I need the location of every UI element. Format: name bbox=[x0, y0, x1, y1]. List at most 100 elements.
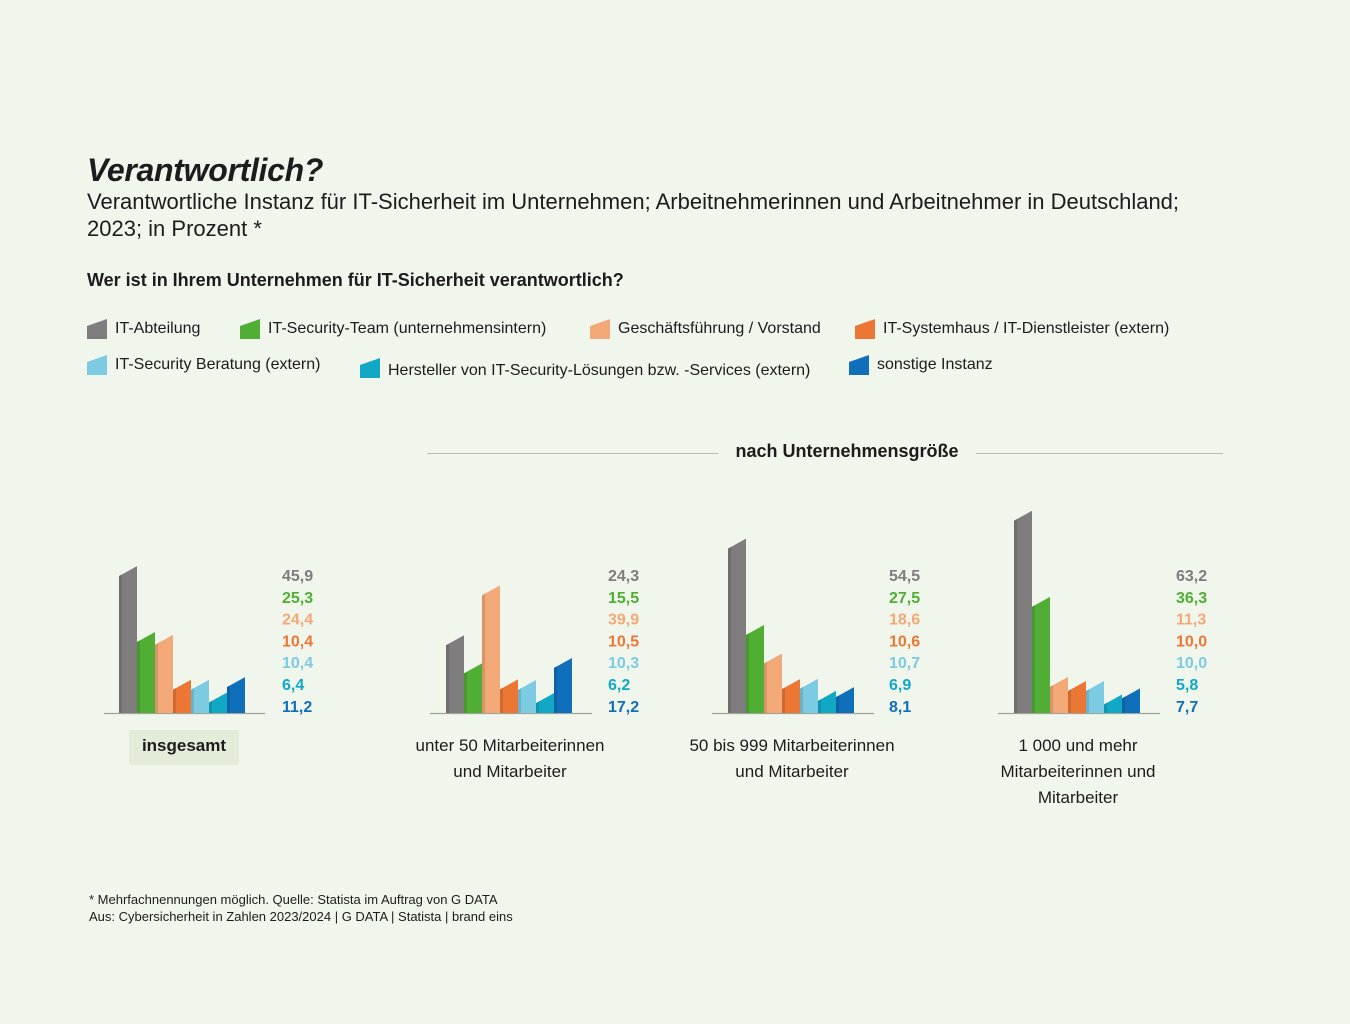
bar-it-abteilung-0 bbox=[119, 566, 137, 713]
bar-shading bbox=[536, 701, 539, 713]
data-label-sonstige-instanz-1: 17,2 bbox=[608, 699, 639, 716]
legend-item-it-security-team: IT-Security-Team (unternehmensintern) bbox=[240, 319, 546, 339]
legend-label: IT-Abteilung bbox=[115, 320, 201, 337]
data-label-it-security-beratung-extern-0: 10,4 bbox=[282, 655, 313, 672]
bar-shading bbox=[482, 593, 485, 713]
bar-shading bbox=[554, 666, 557, 713]
bar-shading bbox=[446, 643, 449, 713]
group-divider-right bbox=[976, 453, 1223, 454]
legend-item-geschaeftsfuehrung: Geschäftsführung / Vorstand bbox=[590, 319, 821, 339]
footnote-source: * Mehrfachnennungen möglich. Quelle: Sta… bbox=[89, 892, 498, 907]
bar-it-security-beratung-extern-0 bbox=[191, 679, 209, 713]
bar-gesch-ftsf-hrung-vorstand-0 bbox=[155, 634, 173, 713]
bar-it-security-team-unternehmensintern-0 bbox=[137, 632, 155, 713]
chart-subtitle: Verantwortliche Instanz für IT-Sicherhei… bbox=[87, 189, 1180, 241]
data-label-sonstige-instanz-0: 11,2 bbox=[282, 699, 312, 716]
bar-shading bbox=[173, 688, 176, 713]
bar-it-abteilung-2 bbox=[728, 538, 746, 713]
bar-it-abteilung-1 bbox=[446, 635, 464, 713]
bar-shading bbox=[1050, 685, 1053, 713]
legend-swatch bbox=[849, 355, 869, 375]
data-label-sonstige-instanz-2: 8,1 bbox=[889, 699, 911, 716]
legend-label: IT-Security Beratung (extern) bbox=[115, 356, 321, 373]
bar-it-security-beratung-extern-3 bbox=[1086, 681, 1104, 713]
data-label-it-systemhaus-it-dienstleister-extern-2: 10,6 bbox=[889, 633, 920, 650]
data-label-it-security-team-unternehmensintern-0: 25,3 bbox=[282, 590, 313, 607]
bar-hersteller-von-it-security-l-sungen-bzw-services-extern-0 bbox=[209, 692, 227, 713]
bar-hersteller-von-it-security-l-sungen-bzw-services-extern-1 bbox=[536, 693, 554, 713]
footnote: * Mehrfachnennungen möglich. Quelle: Sta… bbox=[89, 891, 513, 925]
data-label-it-systemhaus-it-dienstleister-extern-3: 10,0 bbox=[1176, 633, 1207, 650]
bar-shading bbox=[800, 687, 803, 713]
category-label-unter-50: unter 50 Mitarbeiterinnen und Mitarbeite… bbox=[415, 736, 605, 781]
category-label-insgesamt: insgesamt bbox=[74, 730, 294, 765]
legend-item-it-abteilung: IT-Abteilung bbox=[87, 319, 200, 339]
category-label-1000-und-mehr: 1 000 und mehr Mitarbeiterinnen und Mita… bbox=[1000, 736, 1156, 807]
legend-item-it-security-beratung: IT-Security Beratung (extern) bbox=[87, 355, 320, 375]
data-label-it-security-beratung-extern-1: 10,3 bbox=[608, 655, 639, 672]
data-label-gesch-ftsf-hrung-vorstand-1: 39,9 bbox=[608, 612, 639, 629]
bar-it-abteilung-3 bbox=[1014, 510, 1032, 713]
bar-shading bbox=[1014, 519, 1017, 713]
data-label-it-systemhaus-it-dienstleister-extern-0: 10,4 bbox=[282, 633, 313, 650]
data-label-hersteller-von-it-security-l-sungen-bzw-services-extern-3: 5,8 bbox=[1176, 677, 1198, 694]
bar-it-systemhaus-it-dienstleister-extern-0 bbox=[173, 679, 191, 713]
legend-label: Geschäftsführung / Vorstand bbox=[618, 320, 821, 337]
bar-shading bbox=[764, 661, 767, 713]
bar-it-systemhaus-it-dienstleister-extern-3 bbox=[1068, 681, 1086, 713]
bar-it-systemhaus-it-dienstleister-extern-1 bbox=[500, 679, 518, 713]
data-label-it-abteilung-0: 45,9 bbox=[282, 568, 313, 585]
bar-it-security-beratung-extern-2 bbox=[800, 678, 818, 713]
legend-item-it-systemhaus: IT-Systemhaus / IT-Dienstleister (extern… bbox=[855, 319, 1169, 339]
bar-shading bbox=[227, 685, 230, 713]
bar-it-systemhaus-it-dienstleister-extern-2 bbox=[782, 679, 800, 713]
legend-swatch bbox=[360, 358, 380, 378]
bar-sonstige-instanz-3 bbox=[1122, 688, 1140, 713]
bar-shading bbox=[155, 643, 158, 713]
data-label-it-abteilung-2: 54,5 bbox=[889, 568, 920, 585]
legend-swatch bbox=[87, 319, 107, 339]
bar-sonstige-instanz-1 bbox=[554, 657, 572, 713]
legend-swatch bbox=[87, 355, 107, 375]
chart-title: Verantwortlich? bbox=[87, 152, 324, 188]
data-label-it-abteilung-1: 24,3 bbox=[608, 568, 639, 585]
bar-shading bbox=[137, 640, 140, 713]
bar-shading bbox=[1086, 689, 1089, 713]
bar-hersteller-von-it-security-l-sungen-bzw-services-extern-3 bbox=[1104, 694, 1122, 713]
bar-shading bbox=[782, 687, 785, 713]
bar-shading bbox=[746, 633, 749, 713]
bar-it-security-beratung-extern-1 bbox=[518, 680, 536, 713]
bar-shading bbox=[518, 688, 521, 713]
data-label-gesch-ftsf-hrung-vorstand-3: 11,3 bbox=[1176, 612, 1206, 629]
data-label-it-abteilung-3: 63,2 bbox=[1176, 568, 1207, 585]
data-label-sonstige-instanz-3: 7,7 bbox=[1176, 699, 1198, 716]
data-label-hersteller-von-it-security-l-sungen-bzw-services-extern-0: 6,4 bbox=[282, 677, 304, 694]
bar-shading bbox=[1122, 696, 1125, 713]
bar-hersteller-von-it-security-l-sungen-bzw-services-extern-2 bbox=[818, 690, 836, 713]
bar-gesch-ftsf-hrung-vorstand-1 bbox=[482, 585, 500, 713]
bar-it-security-team-unternehmensintern-1 bbox=[464, 663, 482, 713]
data-label-it-security-team-unternehmensintern-2: 27,5 bbox=[889, 590, 920, 607]
data-label-it-security-team-unternehmensintern-3: 36,3 bbox=[1176, 590, 1207, 607]
legend-swatch bbox=[590, 319, 610, 339]
bar-shading bbox=[818, 699, 821, 713]
legend-label: IT-Systemhaus / IT-Dienstleister (extern… bbox=[883, 320, 1170, 337]
legend-swatch bbox=[240, 319, 260, 339]
survey-question: Wer ist in Ihrem Unternehmen für IT-Sich… bbox=[87, 270, 624, 290]
legend-label: IT-Security-Team (unternehmensintern) bbox=[268, 320, 547, 337]
bar-shading bbox=[464, 671, 467, 713]
legend-item-sonstige-instanz: sonstige Instanz bbox=[849, 355, 993, 375]
bar-shading bbox=[728, 546, 731, 713]
data-label-gesch-ftsf-hrung-vorstand-0: 24,4 bbox=[282, 612, 313, 629]
bar-shading bbox=[119, 574, 122, 713]
data-label-it-security-team-unternehmensintern-1: 15,5 bbox=[608, 590, 639, 607]
bar-shading bbox=[836, 695, 839, 713]
bar-shading bbox=[209, 700, 212, 713]
bar-shading bbox=[191, 688, 194, 713]
bar-sonstige-instanz-0 bbox=[227, 677, 245, 713]
data-label-hersteller-von-it-security-l-sungen-bzw-services-extern-2: 6,9 bbox=[889, 677, 911, 694]
bar-sonstige-instanz-2 bbox=[836, 687, 854, 713]
legend-label: Hersteller von IT-Security-Lösungen bzw.… bbox=[388, 362, 811, 379]
bar-gesch-ftsf-hrung-vorstand-3 bbox=[1050, 676, 1068, 713]
